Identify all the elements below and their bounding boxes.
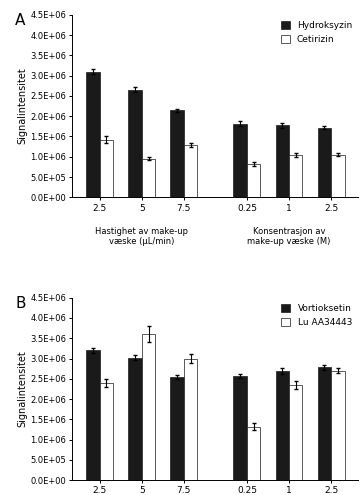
Y-axis label: Signalintensitet: Signalintensitet bbox=[17, 350, 28, 427]
Bar bbox=[331, 371, 345, 480]
Legend: Vortioksetin, Lu AA34443: Vortioksetin, Lu AA34443 bbox=[279, 302, 354, 329]
Bar bbox=[184, 358, 197, 480]
Bar bbox=[129, 358, 142, 480]
Bar bbox=[331, 155, 345, 198]
Bar bbox=[171, 110, 184, 198]
Bar bbox=[275, 125, 289, 198]
Text: B: B bbox=[15, 296, 26, 311]
Bar bbox=[317, 367, 331, 480]
Bar bbox=[142, 159, 155, 198]
Bar bbox=[275, 371, 289, 480]
Bar bbox=[233, 376, 247, 480]
Bar bbox=[317, 128, 331, 198]
Bar bbox=[86, 72, 100, 198]
Bar bbox=[100, 383, 113, 480]
Text: Konsentrasjon av
make-up væske (M): Konsentrasjon av make-up væske (M) bbox=[247, 227, 331, 246]
Bar bbox=[142, 334, 155, 480]
Bar bbox=[247, 427, 260, 480]
Bar bbox=[129, 90, 142, 198]
Text: Hastighet av make-up
væske (μL/min): Hastighet av make-up væske (μL/min) bbox=[95, 227, 188, 246]
Bar bbox=[289, 155, 302, 198]
Bar bbox=[100, 140, 113, 198]
Legend: Hydroksyzin, Cetirizin: Hydroksyzin, Cetirizin bbox=[279, 19, 354, 46]
Bar bbox=[86, 350, 100, 480]
Bar bbox=[247, 164, 260, 198]
Bar bbox=[289, 385, 302, 480]
Bar bbox=[184, 145, 197, 198]
Y-axis label: Signalintensitet: Signalintensitet bbox=[17, 68, 28, 145]
Text: A: A bbox=[15, 13, 26, 28]
Bar bbox=[171, 377, 184, 480]
Bar bbox=[233, 124, 247, 198]
